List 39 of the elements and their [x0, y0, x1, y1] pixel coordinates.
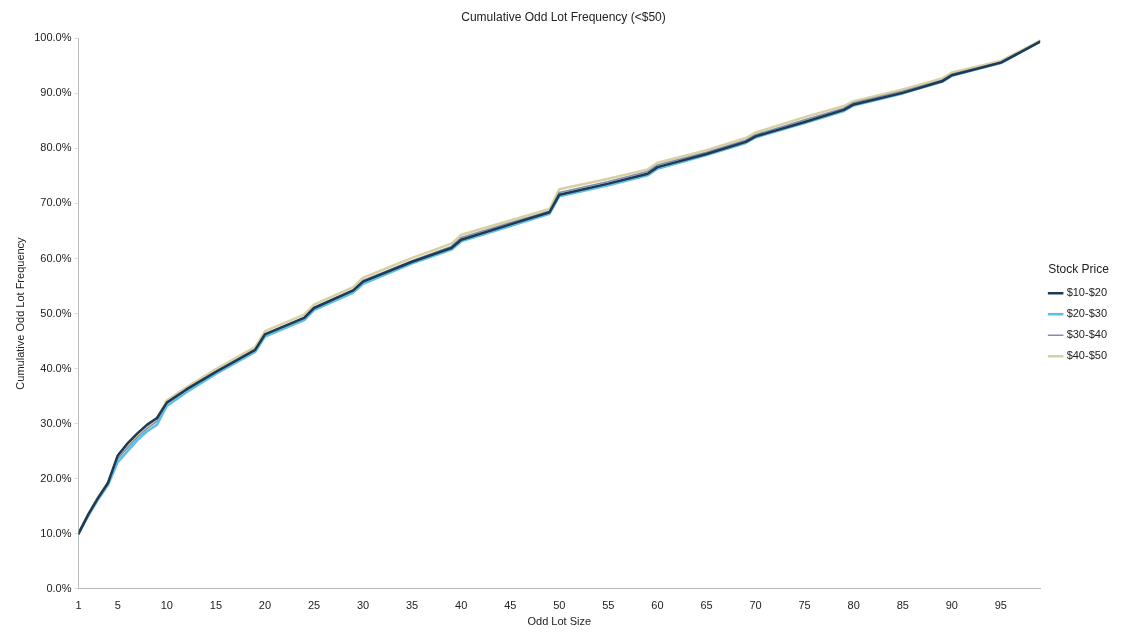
y-tick-label: 20.0% — [40, 471, 72, 484]
x-tick-label: 80 — [847, 599, 860, 612]
y-tick-label: 70.0% — [40, 196, 72, 209]
y-tick-label: 30.0% — [40, 416, 72, 429]
x-tick-label: 85 — [896, 599, 909, 612]
x-tick-label: 60 — [651, 599, 664, 612]
x-tick-label: 20 — [258, 599, 272, 612]
y-tick-label: 90.0% — [40, 86, 72, 99]
x-tick-label: 40 — [455, 599, 468, 612]
x-tick-label: 30 — [356, 599, 370, 612]
legend-label: $20-$30 — [1066, 307, 1108, 320]
x-tick-label: 90 — [945, 599, 958, 612]
x-tick-label: 1 — [75, 599, 82, 612]
y-tick-label: 100.0% — [34, 31, 72, 44]
y-axis-title: Cumulative Odd Lot Frequency — [13, 236, 26, 390]
x-tick-label: 70 — [749, 599, 762, 612]
y-tick-label: 40.0% — [40, 361, 72, 374]
x-tick-label: 5 — [114, 599, 121, 612]
x-tick-label: 10 — [160, 599, 173, 612]
x-tick-label: 65 — [700, 599, 713, 612]
x-tick-label: 50 — [553, 599, 566, 612]
x-tick-label: 15 — [209, 599, 223, 612]
y-tick-label: 50.0% — [40, 306, 72, 319]
x-tick-label: 25 — [307, 599, 321, 612]
x-tick-label: 55 — [602, 599, 615, 612]
chart-title: Cumulative Odd Lot Frequency (<$50) — [461, 9, 666, 24]
legend-title: Stock Price — [1048, 261, 1110, 276]
x-axis-title: Odd Lot Size — [527, 615, 592, 628]
x-tick-label: 45 — [504, 599, 517, 612]
x-tick-label: 95 — [994, 599, 1008, 612]
x-tick-label: 35 — [406, 599, 419, 612]
x-tick-label: 75 — [798, 599, 811, 612]
legend-label: $10-$20 — [1066, 286, 1108, 299]
y-tick-label: 0.0% — [46, 581, 72, 594]
y-tick-label: 80.0% — [40, 141, 72, 154]
y-tick-label: 60.0% — [40, 251, 72, 264]
y-tick-label: 10.0% — [40, 526, 72, 539]
legend-label: $40-$50 — [1066, 349, 1108, 362]
legend-label: $30-$40 — [1066, 328, 1108, 341]
